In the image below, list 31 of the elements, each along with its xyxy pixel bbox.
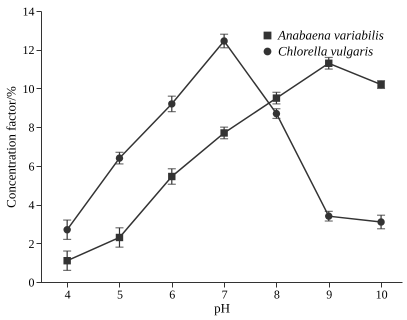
point — [377, 218, 385, 226]
x-tick-label: 7 — [222, 288, 228, 302]
y-tick-label: 8 — [28, 120, 34, 135]
point — [168, 172, 176, 180]
point — [168, 100, 176, 108]
legend-label: Anabaena variabilis — [277, 28, 384, 42]
x-axis-title: pH — [214, 300, 230, 316]
x-tick-label: 9 — [326, 288, 332, 302]
point — [63, 226, 71, 234]
point — [220, 129, 228, 137]
x-tick-label: 8 — [274, 288, 280, 302]
point — [63, 257, 71, 264]
y-tick-label: 4 — [28, 198, 34, 212]
point — [220, 37, 228, 45]
y-tick-label: 6 — [28, 159, 34, 174]
y-tick-label: 2 — [28, 236, 34, 251]
y-axis-title: Concentration factor/% — [4, 86, 18, 208]
point — [116, 154, 124, 162]
y-tick-label: 10 — [22, 82, 34, 96]
point — [325, 212, 332, 220]
point — [272, 110, 280, 118]
y-tick-label: 14 — [22, 4, 34, 18]
legend-label: Chlorella vulgaris — [278, 44, 374, 58]
y-tick-label: 0 — [28, 276, 34, 290]
point — [272, 94, 280, 102]
x-tick-label: 10 — [376, 288, 388, 302]
point — [325, 60, 332, 67]
y-tick-label: 12 — [22, 43, 34, 58]
x-tick-label: 5 — [116, 288, 123, 302]
x-tick-label: 4 — [64, 288, 71, 302]
x-tick-label: 6 — [169, 288, 176, 302]
